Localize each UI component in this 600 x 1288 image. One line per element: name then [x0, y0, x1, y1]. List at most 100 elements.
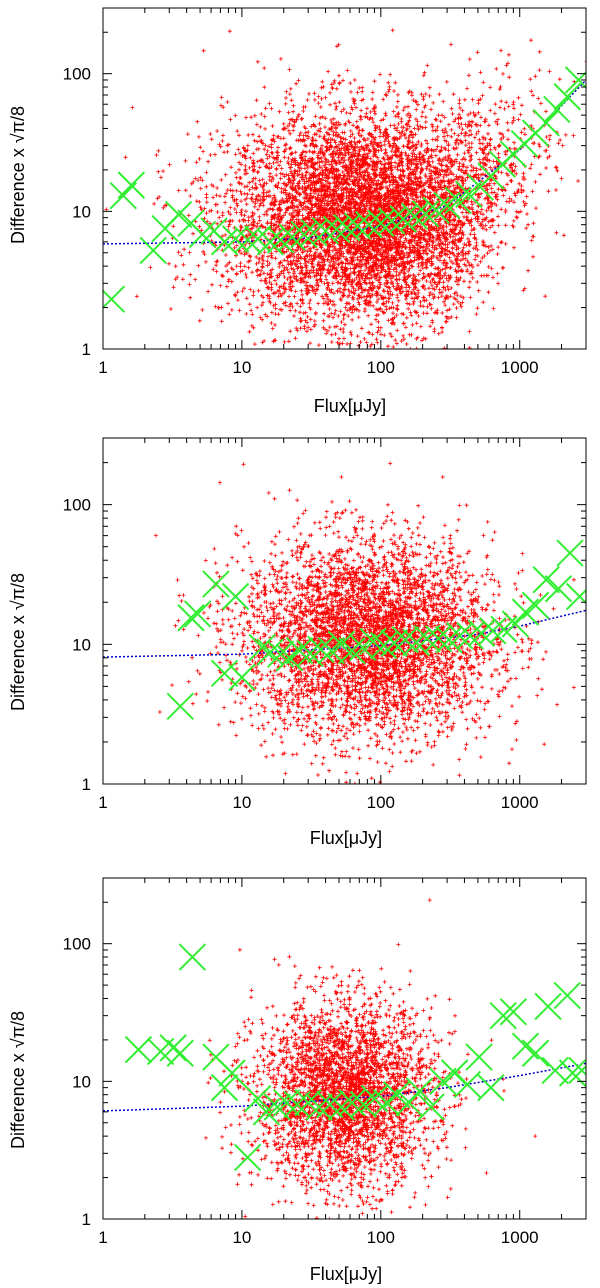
binned-point [278, 223, 306, 251]
y-axis-title: Difference x √π/8 [8, 1011, 28, 1149]
x-tick-label: 100 [367, 358, 395, 377]
binned-point [479, 617, 507, 645]
binned-point [166, 1039, 194, 1067]
binned-point [285, 637, 314, 665]
binned-point [568, 1056, 586, 1085]
binned-point [300, 218, 328, 247]
binned-point [307, 635, 335, 664]
x-tick-label: 1 [98, 1228, 107, 1247]
binned-point [380, 629, 408, 657]
binned-point [532, 109, 560, 137]
axes: 1 10 100 1000 1 10 100 [63, 877, 587, 1247]
binned-point [553, 981, 581, 1010]
fit-curve [103, 1062, 586, 1112]
binned-point [294, 1088, 322, 1117]
x-tick-label: 1000 [501, 793, 539, 812]
x-axis-title: Flux[μJy] [314, 396, 386, 416]
binned-point [544, 575, 573, 603]
binned-points [124, 943, 586, 1172]
binned-point [244, 225, 272, 253]
x-tick-label: 10 [232, 1228, 251, 1247]
binned-point [477, 1073, 505, 1102]
binned-point [489, 1001, 517, 1030]
binned-point [178, 943, 207, 971]
binned-point [413, 624, 441, 653]
binned-point [355, 210, 383, 239]
binned-point [256, 228, 284, 256]
binned-point [103, 285, 126, 313]
binned-point [221, 582, 250, 611]
binned-point [541, 1056, 569, 1085]
binned-point [564, 66, 586, 94]
binned-point [338, 637, 366, 665]
binned-point [521, 591, 550, 620]
plot-frame [102, 7, 587, 350]
fit-curve [103, 609, 586, 658]
binned-point [210, 228, 239, 256]
binned-point [283, 1090, 311, 1119]
binned-point [188, 220, 217, 249]
binned-point [453, 1070, 482, 1099]
binned-point [467, 619, 496, 647]
binned-point [411, 200, 440, 228]
binned-point [183, 600, 212, 628]
y-tick-label: 1 [82, 775, 91, 794]
binned-points [166, 539, 586, 721]
binned-point [534, 992, 562, 1021]
y-tick-label: 1 [82, 340, 91, 359]
scatter-plot-panel-3: 1 10 100 1000 1 10 100 Flux[μJy] Difference x … [8, 877, 587, 1284]
y-tick-label: 10 [72, 202, 91, 221]
binned-point [333, 214, 361, 242]
binned-point [221, 225, 250, 253]
scatter-cloud [153, 461, 576, 784]
binned-point [117, 171, 146, 199]
binned-point [391, 625, 419, 654]
scatter-cloud [203, 898, 538, 1219]
binned-point [139, 236, 167, 265]
binned-point [343, 212, 372, 240]
binned-point [177, 604, 205, 632]
binned-point [210, 659, 239, 688]
y-tick-label: 100 [63, 65, 91, 84]
scatter-marks [203, 898, 538, 1219]
x-tick-label: 1 [98, 793, 107, 812]
binned-point [256, 638, 284, 666]
binned-point [521, 1039, 550, 1067]
binned-point [429, 1067, 457, 1096]
fit-line [103, 609, 586, 658]
binned-point [316, 1090, 344, 1119]
y-tick-label: 10 [72, 1072, 91, 1091]
scatter-plot-panel-2: 1 10 100 1000 1 10 100 Flux[μJy] Difference x … [8, 437, 587, 848]
scatter-marks [153, 461, 576, 784]
binned-point [558, 1059, 586, 1087]
x-tick-label: 1000 [501, 358, 539, 377]
binned-point [228, 663, 256, 692]
y-tick-label: 100 [63, 935, 91, 954]
binned-point [501, 610, 530, 638]
x-tick-label: 1 [98, 358, 107, 377]
binned-point [244, 1084, 272, 1113]
binned-point [266, 640, 295, 668]
binned-point [338, 1088, 366, 1117]
plot-frame [102, 437, 587, 785]
binned-point [456, 622, 484, 650]
axes: 1 10 100 1000 1 10 100 [63, 7, 587, 377]
binned-point [402, 628, 430, 657]
y-axis-title: Difference x √π/8 [8, 106, 28, 244]
binned-point [164, 200, 193, 229]
binned-point [499, 998, 528, 1026]
y-tick-label: 100 [63, 496, 91, 515]
binned-point [272, 1088, 301, 1117]
binned-point [405, 1077, 434, 1105]
binned-point [233, 1143, 262, 1172]
x-tick-label: 100 [367, 793, 395, 812]
x-axis-title: Flux[μJy] [310, 1264, 382, 1284]
x-tick-label: 10 [232, 358, 251, 377]
binned-point [233, 226, 262, 254]
binned-point [543, 95, 571, 124]
x-tick-label: 1000 [501, 1228, 539, 1247]
x-axis-title: Flux[μJy] [310, 828, 382, 848]
binned-point [124, 1035, 153, 1064]
binned-point [565, 582, 586, 611]
binned-point [378, 207, 406, 235]
